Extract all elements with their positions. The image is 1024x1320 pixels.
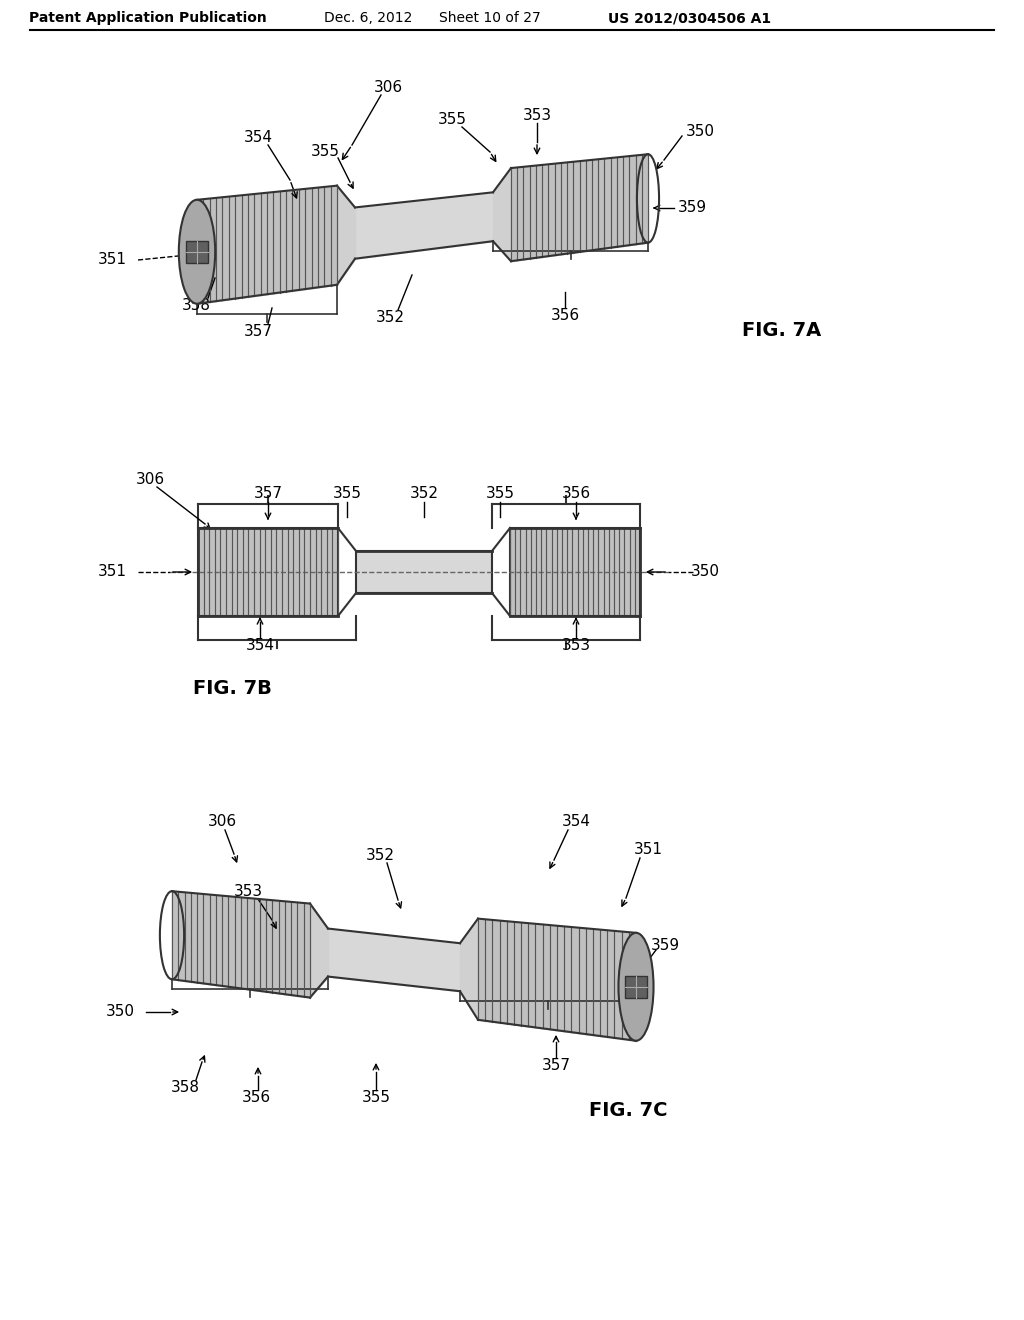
Text: 355: 355 xyxy=(485,487,514,502)
Text: 306: 306 xyxy=(135,473,165,487)
Bar xyxy=(198,528,338,616)
Text: 350: 350 xyxy=(105,1005,134,1019)
Text: 357: 357 xyxy=(244,325,272,339)
Text: 354: 354 xyxy=(561,814,591,829)
Bar xyxy=(186,240,208,263)
Text: Dec. 6, 2012: Dec. 6, 2012 xyxy=(324,11,413,25)
Text: 351: 351 xyxy=(97,565,127,579)
Text: FIG. 7B: FIG. 7B xyxy=(193,678,271,697)
Text: 306: 306 xyxy=(374,79,402,95)
Text: 352: 352 xyxy=(410,487,438,502)
Text: 352: 352 xyxy=(376,310,404,326)
Bar xyxy=(510,528,640,616)
Text: 351: 351 xyxy=(634,842,663,858)
Text: 354: 354 xyxy=(244,131,272,145)
Text: FIG. 7C: FIG. 7C xyxy=(589,1101,668,1119)
Text: 356: 356 xyxy=(551,308,580,322)
Text: 351: 351 xyxy=(97,252,127,268)
Text: 355: 355 xyxy=(361,1090,390,1106)
Text: 354: 354 xyxy=(246,638,274,652)
Text: 357: 357 xyxy=(254,487,283,502)
Text: Sheet 10 of 27: Sheet 10 of 27 xyxy=(439,11,541,25)
Text: Patent Application Publication: Patent Application Publication xyxy=(29,11,267,25)
Text: US 2012/0304506 A1: US 2012/0304506 A1 xyxy=(608,11,771,25)
Text: 355: 355 xyxy=(310,144,340,160)
Ellipse shape xyxy=(618,933,653,1040)
Text: 359: 359 xyxy=(678,201,707,215)
Text: FIG. 7A: FIG. 7A xyxy=(742,321,821,339)
Text: 355: 355 xyxy=(333,487,361,502)
Text: 352: 352 xyxy=(366,847,394,862)
Text: 356: 356 xyxy=(242,1090,270,1106)
Text: 358: 358 xyxy=(171,1081,200,1096)
Text: 353: 353 xyxy=(233,884,262,899)
Text: 353: 353 xyxy=(522,107,552,123)
Text: 353: 353 xyxy=(561,638,591,652)
Bar xyxy=(356,550,492,593)
Text: 357: 357 xyxy=(542,1057,570,1072)
Bar xyxy=(626,975,647,998)
Text: 350: 350 xyxy=(685,124,715,140)
Text: 306: 306 xyxy=(208,814,237,829)
Ellipse shape xyxy=(179,199,215,304)
Text: 350: 350 xyxy=(690,565,720,579)
Text: 356: 356 xyxy=(561,487,591,502)
Text: 358: 358 xyxy=(181,297,211,313)
Text: 359: 359 xyxy=(650,937,680,953)
Text: 355: 355 xyxy=(437,112,467,128)
